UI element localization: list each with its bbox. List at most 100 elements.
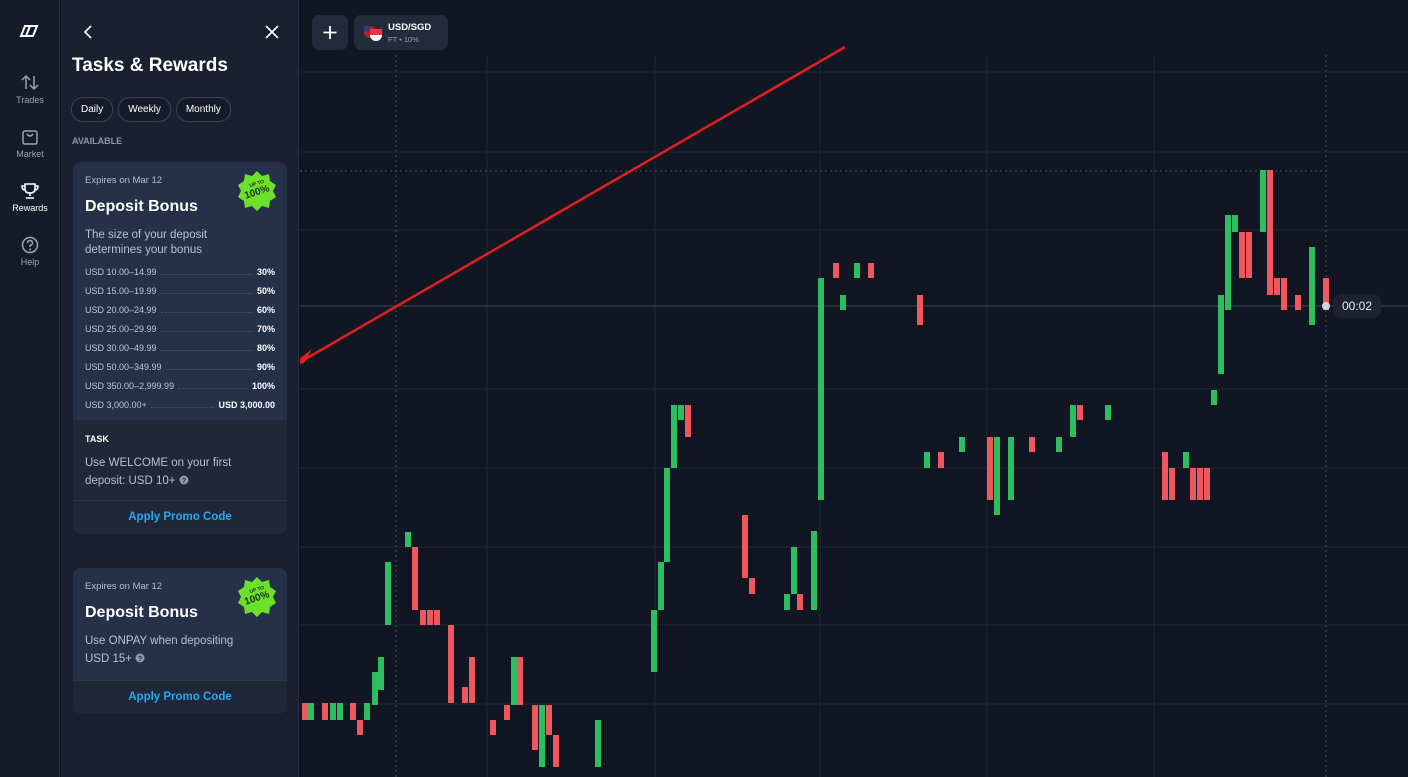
line-part bbox=[301, 45, 846, 363]
tier-row: USD 10.00–14.99 30% bbox=[85, 267, 275, 277]
candle bbox=[959, 437, 965, 452]
candle bbox=[658, 562, 664, 610]
candle bbox=[595, 720, 601, 767]
candle bbox=[1232, 215, 1238, 232]
reward-card: Expires on Mar 12 UP TO 100% Deposit Bonus T… bbox=[73, 162, 287, 534]
help-icon[interactable]: ? bbox=[135, 653, 145, 663]
nav-icon bbox=[21, 74, 39, 91]
candle bbox=[678, 405, 684, 420]
task-text: Use ONPAY when depositing USD 15+ ? bbox=[85, 635, 234, 665]
tier-bonus: 50% bbox=[256, 286, 275, 296]
tier-row: USD 30.00–49.99 80% bbox=[85, 343, 275, 353]
apply-button[interactable]: Apply Promo Code bbox=[73, 680, 287, 714]
candle bbox=[685, 405, 691, 437]
tier-bonus: 100% bbox=[251, 381, 275, 391]
candle bbox=[784, 594, 790, 610]
back-button[interactable] bbox=[81, 24, 95, 40]
candle bbox=[427, 610, 433, 625]
line-part bbox=[300, 349, 312, 364]
candle bbox=[385, 562, 391, 625]
dots bbox=[160, 293, 253, 294]
pdot bbox=[1322, 302, 1330, 310]
badge: UP TO 100% bbox=[236, 170, 278, 212]
tier-range: USD 20.00–24.99 bbox=[85, 305, 157, 315]
candle bbox=[1225, 215, 1231, 310]
candle bbox=[791, 547, 797, 594]
tab[interactable]: Daily bbox=[71, 97, 114, 122]
candle bbox=[818, 278, 824, 500]
asset-button[interactable]: USD/SGD FT • 10% bbox=[354, 15, 448, 50]
candles bbox=[302, 170, 1329, 767]
candle bbox=[469, 657, 475, 703]
task: Use ONPAY when depositing USD 15+ ? bbox=[73, 632, 287, 680]
dots bbox=[150, 407, 215, 408]
tier-bonus: 90% bbox=[256, 362, 275, 372]
asset-sub: FT • 10% bbox=[388, 35, 419, 44]
dots bbox=[160, 274, 253, 275]
tier-bonus: 30% bbox=[256, 267, 275, 277]
candle bbox=[1239, 232, 1245, 278]
candle bbox=[994, 437, 1000, 515]
candle bbox=[308, 703, 314, 720]
badge-shape bbox=[238, 171, 276, 211]
candle bbox=[302, 703, 308, 720]
nav-icon bbox=[21, 236, 39, 254]
task-label: TASK bbox=[85, 434, 109, 444]
tier-row: USD 350.00–2,999.99 100% bbox=[85, 381, 275, 391]
candle bbox=[1281, 278, 1287, 310]
nav-item[interactable]: Market bbox=[0, 127, 60, 159]
tab[interactable]: Monthly bbox=[175, 97, 231, 122]
candle bbox=[1295, 295, 1301, 310]
tier-row: USD 20.00–24.99 60% bbox=[85, 305, 275, 315]
candle bbox=[448, 625, 454, 703]
candle bbox=[532, 705, 538, 750]
candle bbox=[330, 703, 336, 720]
candle bbox=[357, 720, 363, 735]
candle bbox=[1183, 452, 1189, 468]
close-button[interactable] bbox=[265, 25, 279, 39]
dots bbox=[160, 350, 253, 351]
candle bbox=[671, 405, 677, 468]
candle bbox=[664, 468, 670, 562]
price-chart: 00:02 bbox=[300, 45, 1408, 777]
candle bbox=[868, 263, 874, 278]
apply-button[interactable]: Apply Promo Code bbox=[73, 500, 287, 534]
add-button[interactable] bbox=[312, 15, 348, 50]
candle bbox=[1029, 437, 1035, 452]
candle bbox=[651, 610, 657, 672]
rewards-panel: Tasks & Rewards Daily Weekly Monthly AVAIL… bbox=[61, 0, 299, 777]
timer: 00:02 bbox=[1342, 299, 1372, 313]
tier-bonus: USD 3,000.00 bbox=[218, 400, 275, 410]
candle bbox=[511, 657, 517, 705]
candle bbox=[412, 547, 418, 610]
nav-item[interactable]: Help bbox=[0, 235, 60, 267]
candle bbox=[1267, 170, 1273, 295]
description: The size of your deposit determines your… bbox=[85, 229, 208, 256]
card-header: Expires on Mar 12 UP TO 100% Deposit Bonus bbox=[73, 568, 287, 632]
grid bbox=[300, 55, 1408, 777]
candle bbox=[1218, 295, 1224, 374]
nav-item[interactable]: Rewards bbox=[0, 181, 60, 213]
candle bbox=[1190, 468, 1196, 500]
nav-item[interactable]: Trades bbox=[0, 73, 60, 105]
cross bbox=[300, 55, 1327, 777]
nav-icon bbox=[21, 183, 39, 199]
candle bbox=[854, 263, 860, 278]
candle bbox=[938, 452, 944, 468]
candle bbox=[337, 703, 343, 720]
tier-range: USD 10.00–14.99 bbox=[85, 267, 157, 277]
candle bbox=[1246, 232, 1252, 278]
tab[interactable]: Weekly bbox=[118, 97, 171, 122]
help-icon[interactable]: ? bbox=[179, 475, 189, 485]
candle bbox=[462, 687, 468, 703]
dots bbox=[160, 331, 253, 332]
dots bbox=[160, 312, 253, 313]
pill bbox=[1333, 294, 1381, 318]
badge: UP TO 100% bbox=[236, 576, 278, 618]
candle bbox=[987, 437, 993, 500]
candle bbox=[917, 295, 923, 325]
candle bbox=[840, 295, 846, 310]
tier-range: USD 50.00–349.99 bbox=[85, 362, 162, 372]
annotation-arrow bbox=[300, 45, 846, 364]
